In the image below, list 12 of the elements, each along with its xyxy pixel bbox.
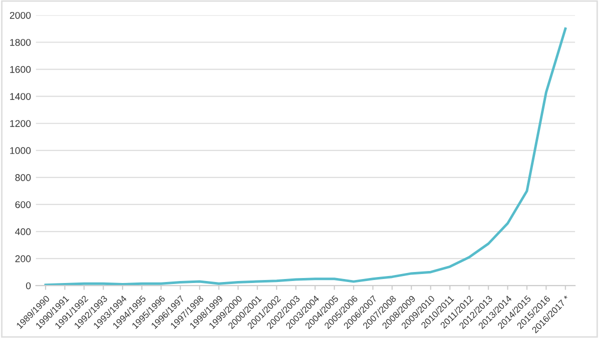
- y-tick-label: 1800: [10, 38, 31, 46]
- y-tick-label: 800: [15, 174, 31, 182]
- y-tick-label: 0: [26, 282, 31, 290]
- y-tick-label: 1400: [10, 93, 31, 100]
- y-tick-label: 600: [15, 201, 31, 208]
- y-tick-label: 1000: [10, 147, 31, 154]
- y-tick-label: 1600: [10, 66, 31, 73]
- line-series: [44, 27, 567, 286]
- y-tick-label: 2000: [10, 12, 31, 19]
- y-tick-label: 400: [15, 228, 31, 236]
- y-tick-label: 1200: [10, 120, 31, 127]
- y-tick-label: 200: [15, 255, 31, 262]
